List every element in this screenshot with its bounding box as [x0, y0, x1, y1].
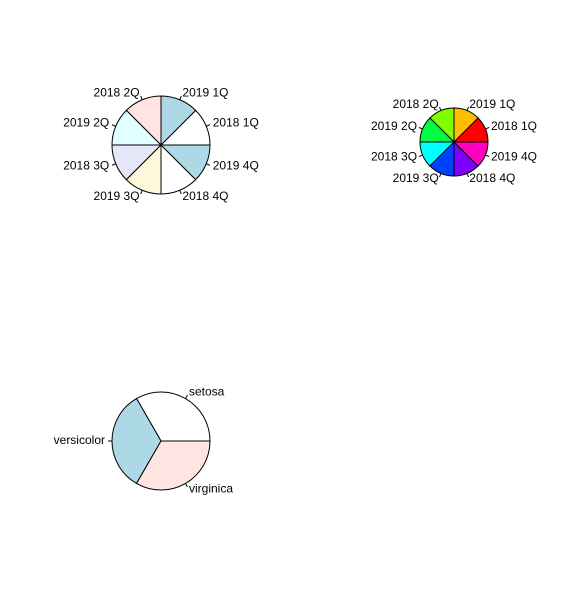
pie-label-setosa: setosa: [189, 385, 225, 399]
pie-label-2019-2q: 2019 2Q: [63, 116, 109, 130]
pie-label-2019-1q: 2019 1Q: [469, 97, 515, 111]
pie-label-tick-setosa: [185, 394, 188, 399]
pie-label-2019-4q: 2019 4Q: [213, 159, 259, 173]
pie-label-tick-2018-4q: [179, 190, 182, 195]
pie-label-2018-4q: 2018 4Q: [182, 189, 228, 203]
pie-chart-iris-species: setosa versicolor virginica: [54, 385, 234, 496]
pie-label-tick-2019-2q: [111, 124, 116, 127]
pie-label-2019-3q: 2019 3Q: [94, 189, 140, 203]
pie-label-tick-2018-1q: [206, 124, 211, 127]
pie-label-tick-virginica: [185, 483, 188, 488]
pie-label-2019-1q: 2019 1Q: [182, 85, 228, 99]
pie-label-2018-1q: 2018 1Q: [213, 116, 259, 130]
pie-label-2018-4q: 2018 4Q: [469, 171, 515, 185]
pie-label-tick-2019-2q: [418, 126, 423, 130]
pie-label-tick-2019-4q: [485, 154, 490, 158]
pie-label-tick-2018-1q: [485, 126, 490, 130]
pie-chart-quarters-pastel: 2018 1Q 2019 1Q 2018 2Q 2019 2Q 2018 3Q 2019 …: [63, 85, 259, 202]
pie-label-tick-2019-1q: [179, 95, 182, 100]
pie-label-versicolor: versicolor: [54, 433, 105, 447]
pie-label-tick-2018-3q: [111, 163, 116, 166]
pie-label-2018-1q: 2018 1Q: [491, 119, 537, 133]
pie-label-2018-2q: 2018 2Q: [94, 85, 140, 99]
pie-label-tick-2019-1q: [466, 106, 470, 111]
pie-label-2018-3q: 2018 3Q: [371, 149, 417, 163]
pie-label-tick-2018-2q: [140, 95, 143, 100]
pie-label-2019-2q: 2019 2Q: [371, 119, 417, 133]
pie-chart-quarters-rainbow: 2018 1Q 2019 1Q 2018 2Q 2019 2Q 2018 3Q 2019 …: [371, 97, 537, 185]
pie-label-tick-2018-4q: [466, 173, 470, 178]
pie-label-2018-3q: 2018 3Q: [63, 159, 109, 173]
pie-label-tick-2018-3q: [418, 154, 423, 158]
pie-slice-2019-4q: [159, 144, 211, 181]
pie-label-2019-4q: 2019 4Q: [491, 149, 537, 163]
pie-label-tick-2019-3q: [438, 173, 442, 178]
pie-label-2018-2q: 2018 2Q: [393, 97, 439, 111]
pie-label-tick-2019-3q: [140, 190, 143, 195]
pie-label-virginica: virginica: [189, 482, 233, 496]
pie-label-2019-3q: 2019 3Q: [393, 171, 439, 185]
pie-label-tick-2019-4q: [206, 163, 211, 166]
pie-label-tick-2018-2q: [438, 106, 442, 111]
